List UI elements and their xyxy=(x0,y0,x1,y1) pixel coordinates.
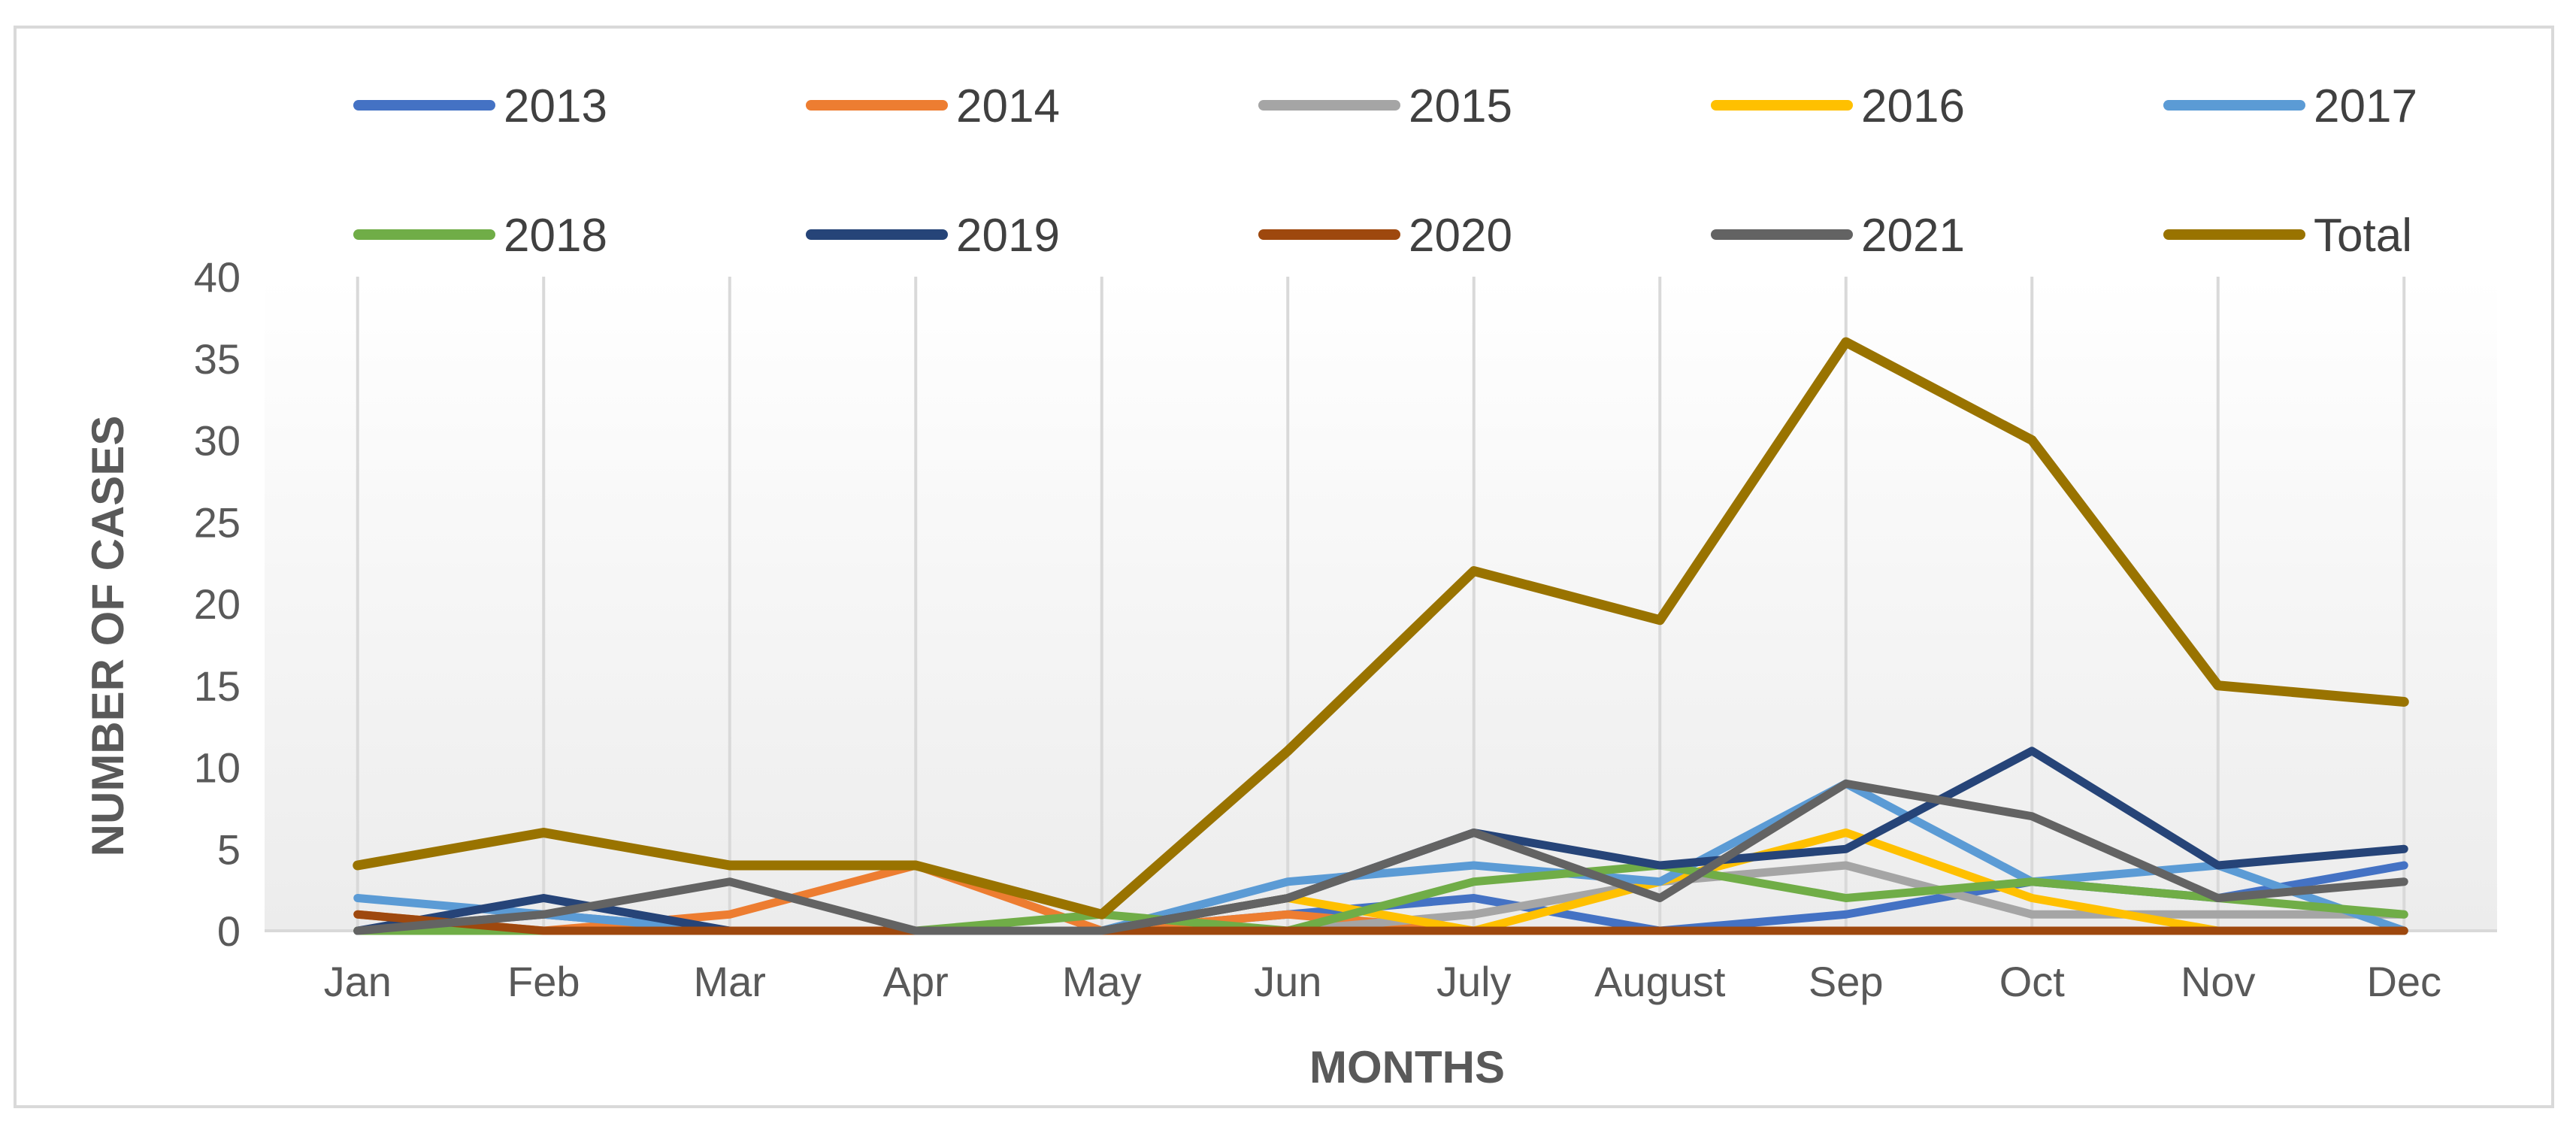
legend-label: 2019 xyxy=(956,210,1060,262)
x-tick-label: Feb xyxy=(507,958,580,1005)
plot-area xyxy=(265,277,2497,931)
legend-item-2014: 2014 xyxy=(806,80,1060,132)
gridlines xyxy=(356,277,2406,931)
y-tick-label: 35 xyxy=(194,335,241,383)
x-tick-label: Nov xyxy=(2181,958,2256,1005)
legend-item-2021: 2021 xyxy=(1711,210,1965,262)
x-axis-title: MONTHS xyxy=(1309,1042,1505,1092)
series-line-2021 xyxy=(353,779,2408,935)
line-chart: 0 5 10 15 20 25 30 35 40 Jan Feb Mar Apr May Jun July A… xyxy=(83,80,2497,1092)
legend: 2013 2014 2015 2016 2017 2018 2019 2020 2021 Tota… xyxy=(353,80,2417,262)
legend-item-total: Total xyxy=(2163,210,2412,262)
legend-label: 2015 xyxy=(1409,80,1512,132)
y-axis-title: NUMBER OF CASES xyxy=(83,416,133,857)
x-tick-label: Sep xyxy=(1809,958,1884,1005)
legend-item-2016: 2016 xyxy=(1711,80,1965,132)
y-tick-label: 0 xyxy=(217,907,241,955)
series-total xyxy=(353,337,2409,919)
chart-frame: 0 5 10 15 20 25 30 35 40 Jan Feb Mar Apr May Jun July A… xyxy=(14,26,2554,1108)
x-tick-label: Mar xyxy=(694,958,766,1005)
y-tick-label: 15 xyxy=(194,662,241,710)
x-tick-label: Jun xyxy=(1254,958,1321,1005)
series-line-total xyxy=(353,337,2409,919)
legend-item-2020: 2020 xyxy=(1258,210,1512,262)
y-axis-ticks: 0 5 10 15 20 25 30 35 40 xyxy=(194,253,241,955)
x-tick-label: May xyxy=(1062,958,1142,1005)
legend-label: 2021 xyxy=(1861,210,1965,262)
legend-label: 2018 xyxy=(504,210,607,262)
series-lines xyxy=(353,337,2409,935)
x-tick-label: Jan xyxy=(324,958,392,1005)
legend-label: 2013 xyxy=(504,80,607,132)
legend-label: 2020 xyxy=(1409,210,1512,262)
x-tick-label: August xyxy=(1594,958,1726,1005)
legend-item-2015: 2015 xyxy=(1258,80,1512,132)
y-tick-label: 20 xyxy=(194,580,241,628)
legend-label: 2017 xyxy=(2314,80,2417,132)
x-tick-label: July xyxy=(1436,958,1512,1005)
legend-item-2018: 2018 xyxy=(353,210,607,262)
x-tick-label: Apr xyxy=(883,958,949,1005)
series-2021 xyxy=(353,779,2408,935)
legend-item-2017: 2017 xyxy=(2163,80,2417,132)
legend-item-2013: 2013 xyxy=(353,80,607,132)
series-line-2020 xyxy=(353,910,2408,935)
legend-item-2019: 2019 xyxy=(806,210,1060,262)
x-tick-label: Oct xyxy=(1999,958,2066,1005)
y-tick-label: 40 xyxy=(194,253,241,301)
y-tick-label: 30 xyxy=(194,417,241,465)
x-tick-label: Dec xyxy=(2366,958,2441,1005)
legend-label: 2014 xyxy=(956,80,1060,132)
y-tick-label: 5 xyxy=(217,826,241,873)
legend-label: Total xyxy=(2314,210,2412,262)
legend-label: 2016 xyxy=(1861,80,1965,132)
y-tick-label: 25 xyxy=(194,498,241,546)
y-tick-label: 10 xyxy=(194,744,241,792)
x-axis-ticks: Jan Feb Mar Apr May Jun July August Sep Oct Nov Dec xyxy=(324,958,2441,1005)
